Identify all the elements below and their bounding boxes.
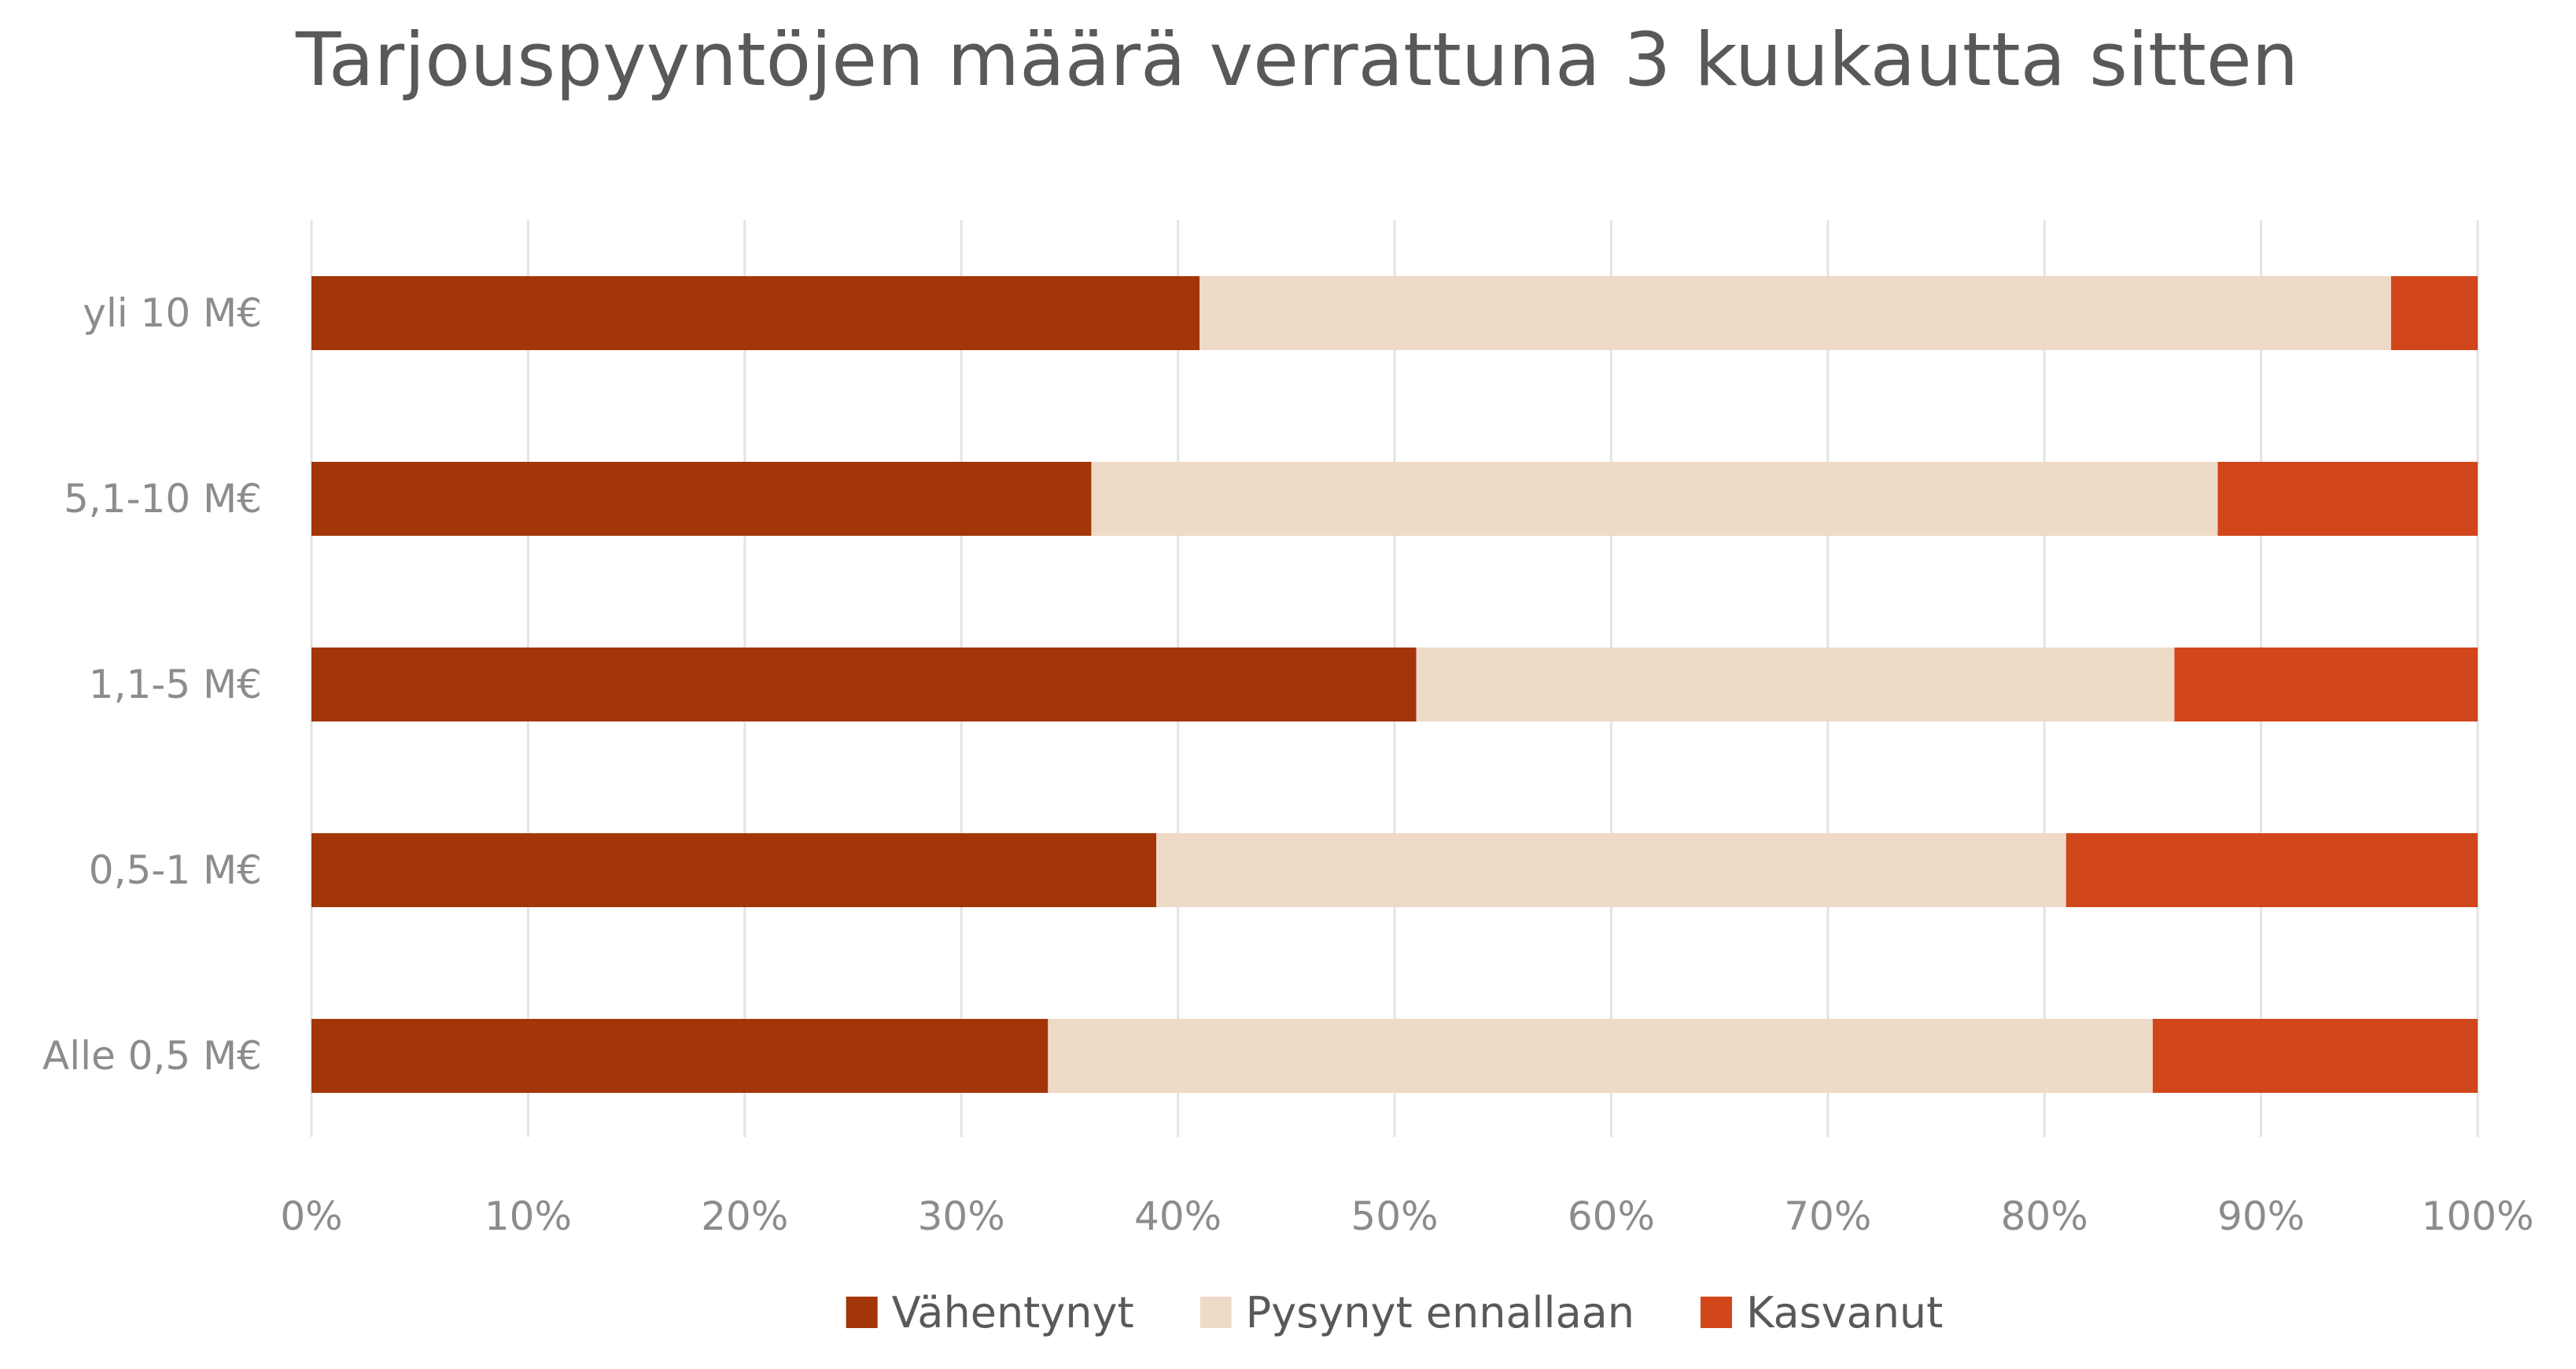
category-label: 1,1-5 M€ [89, 662, 262, 707]
x-tick-label: 70% [1784, 1194, 1871, 1239]
x-tick-label: 30% [918, 1194, 1005, 1239]
x-tick-label: 60% [1568, 1194, 1655, 1239]
bar-segment [311, 276, 1200, 350]
value-axis: 0% 10% 20% 30% 40% 50% 60% 70% 80% 90% 100% [280, 1194, 2534, 1239]
bar-segment [1156, 833, 2066, 907]
bars [311, 276, 2478, 1093]
legend-item: Kasvanut [1700, 1288, 1943, 1338]
legend-label: Vähentynyt [892, 1288, 1134, 1338]
legend-swatch [846, 1297, 878, 1328]
x-tick-label: 50% [1351, 1194, 1438, 1239]
bar-segment [1048, 1019, 2153, 1093]
category-label: Alle 0,5 M€ [42, 1033, 262, 1079]
category-label: 5,1-10 M€ [64, 476, 262, 522]
category-label: 0,5-1 M€ [89, 847, 262, 893]
category-label: yli 10 M€ [83, 290, 262, 336]
x-tick-label: 20% [701, 1194, 788, 1239]
chart-title: Tarjouspyyntöjen määrä verrattuna 3 kuuk… [296, 17, 2299, 103]
legend-swatch [1700, 1297, 1732, 1328]
bar-segment [311, 1019, 1048, 1093]
x-tick-label: 40% [1134, 1194, 1222, 1239]
bar-segment [2217, 462, 2478, 536]
bar-segment [1200, 276, 2391, 350]
x-tick-label: 10% [485, 1194, 572, 1239]
legend-label: Kasvanut [1746, 1288, 1943, 1338]
bar-segment [2152, 1019, 2478, 1093]
bar-segment [311, 462, 1092, 536]
legend-item: Vähentynyt [846, 1288, 1134, 1338]
x-tick-label: 80% [2001, 1194, 2088, 1239]
bar-segment [311, 648, 1417, 721]
legend-item: Pysynyt ennallaan [1200, 1288, 1634, 1338]
bar-segment [2066, 833, 2478, 907]
legend-swatch [1200, 1297, 1232, 1328]
legend-label: Pysynyt ennallaan [1246, 1288, 1634, 1338]
bar-segment [2174, 648, 2478, 721]
x-tick-label: 90% [2217, 1194, 2305, 1239]
x-tick-label: 0% [280, 1194, 342, 1239]
bar-segment [1091, 462, 2218, 536]
x-tick-label: 100% [2422, 1194, 2534, 1239]
bar-segment [2390, 276, 2478, 350]
bar-segment [311, 833, 1157, 907]
legend: Vähentynyt Pysynyt ennallaan Kasvanut [846, 1288, 1943, 1338]
category-axis: yli 10 M€ 5,1-10 M€ 1,1-5 M€ 0,5-1 M€ Alle 0… [42, 290, 262, 1079]
bar-segment [1416, 648, 2175, 721]
